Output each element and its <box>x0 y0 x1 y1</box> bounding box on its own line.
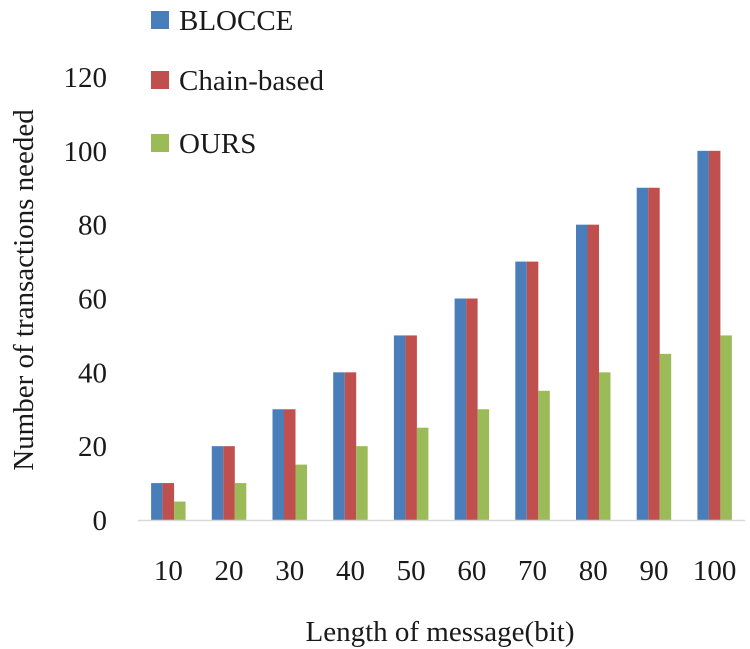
y-axis-ticks: 0 20 40 60 80 100 120 <box>64 62 108 537</box>
bar-ours-60 <box>477 409 490 520</box>
x-tick-label: 20 <box>215 555 244 587</box>
y-tick-label: 120 <box>64 62 108 94</box>
bar-blocce-50 <box>393 335 406 520</box>
bar-chain-based-60 <box>466 298 478 520</box>
y-tick-label: 80 <box>78 210 107 242</box>
bar-ours-10 <box>174 501 186 520</box>
x-tick-label: 10 <box>154 555 183 587</box>
bar-chain-based-70 <box>526 261 539 520</box>
bar-chain-based-100 <box>708 150 721 521</box>
bars <box>151 150 732 521</box>
x-tick-label: 100 <box>693 555 737 587</box>
legend-swatch-ours <box>151 134 169 152</box>
bar-chain-based-80 <box>587 224 599 520</box>
bar-ours-70 <box>538 390 550 520</box>
bar-blocce-40 <box>333 372 345 520</box>
x-tick-label: 70 <box>518 555 547 587</box>
legend-label-ours: OURS <box>179 128 256 160</box>
bar-chain-based-30 <box>284 409 296 520</box>
legend-swatch-chain-based <box>151 71 169 89</box>
bar-chain-based-40 <box>344 372 357 520</box>
y-tick-label: 20 <box>78 431 107 463</box>
bar-blocce-60 <box>454 298 467 520</box>
x-tick-label: 60 <box>457 555 486 587</box>
bar-blocce-90 <box>636 187 649 520</box>
legend-swatch-blocce <box>151 11 169 29</box>
bar-ours-50 <box>416 427 429 520</box>
bar-ours-40 <box>356 446 368 520</box>
x-tick-label: 80 <box>579 555 608 587</box>
x-tick-label: 40 <box>336 555 365 587</box>
bar-ours-20 <box>234 483 247 520</box>
bar-chain-based-10 <box>162 483 175 520</box>
bar-chain-based-50 <box>405 335 417 520</box>
bar-ours-30 <box>295 464 307 520</box>
x-axis-ticks: 10 20 30 40 50 60 70 80 90 100 <box>154 555 737 587</box>
bar-blocce-70 <box>515 261 527 520</box>
y-tick-label: 0 <box>93 505 108 537</box>
bar-blocce-80 <box>576 224 588 520</box>
legend-label-chain-based: Chain-based <box>179 65 324 97</box>
x-tick-label: 50 <box>397 555 426 587</box>
y-tick-label: 40 <box>78 357 107 389</box>
x-tick-label: 30 <box>275 555 304 587</box>
bar-ours-100 <box>720 335 732 520</box>
y-tick-label: 60 <box>78 284 107 316</box>
bar-blocce-20 <box>211 446 224 520</box>
bar-blocce-100 <box>697 150 709 521</box>
y-tick-label: 100 <box>64 136 108 168</box>
bar-chain-based-20 <box>223 446 235 520</box>
bar-chain-based-90 <box>648 187 660 520</box>
legend-label-blocce: BLOCCE <box>179 5 293 37</box>
y-axis-label: Number of transactions needed <box>8 109 40 471</box>
x-axis-label: Length of message(bit) <box>306 616 575 648</box>
bar-ours-90 <box>659 353 672 520</box>
bar-blocce-30 <box>272 409 284 520</box>
bar-blocce-10 <box>151 483 163 520</box>
bar-ours-80 <box>599 372 611 520</box>
x-tick-label: 90 <box>639 555 668 587</box>
legend: BLOCCE Chain-based OURS <box>151 5 324 160</box>
